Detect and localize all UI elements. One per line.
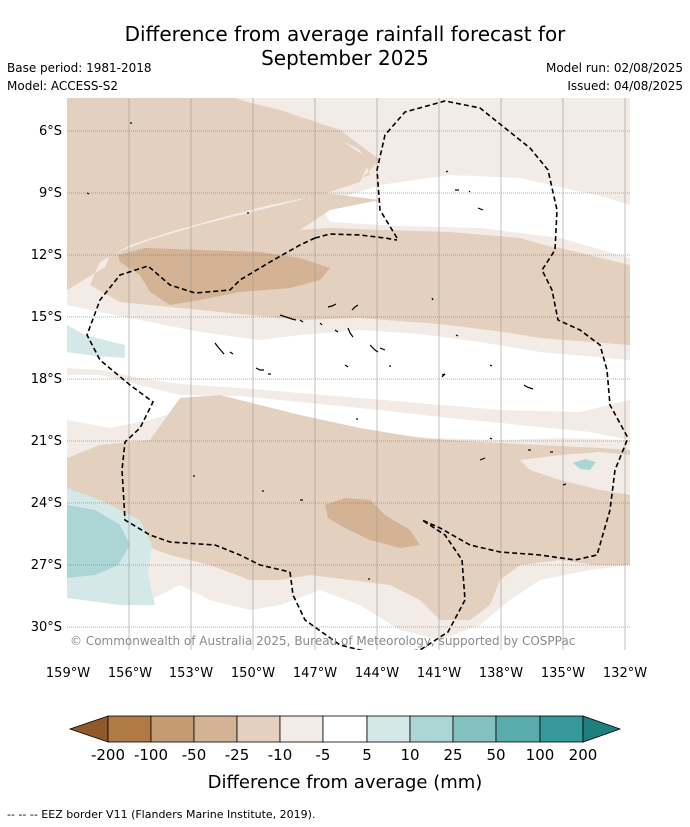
lat-label-18s: 18°S	[30, 372, 62, 387]
lon-label-150w: 150°W	[230, 666, 276, 681]
meta-right: Model run: 02/08/2025 Issued: 04/08/2025	[546, 59, 683, 95]
colorbar-label: -5	[315, 746, 331, 764]
eez-border-cook-islands	[314, 233, 398, 241]
lat-label-15s: 15°S	[30, 310, 62, 325]
island	[299, 319, 304, 323]
colorbar-swatch	[236, 715, 281, 743]
island	[279, 314, 297, 321]
title-line-1: Difference from average rainfall forecas…	[124, 22, 566, 46]
colorbar-label: 200	[568, 746, 598, 764]
island	[351, 304, 359, 311]
issued-date: Issued: 04/08/2025	[567, 79, 683, 93]
island	[445, 170, 449, 173]
colorbar-swatch	[322, 715, 368, 743]
island	[327, 303, 337, 308]
colorbar-extend-low	[68, 715, 109, 743]
lat-label-21s: 21°S	[30, 434, 62, 449]
island	[369, 344, 379, 353]
lon-label-144w: 144°W	[354, 666, 400, 681]
lat-label-6s: 6°S	[38, 124, 62, 139]
colorbar-swatch	[279, 715, 324, 743]
eez-footnote: -- -- -- EEZ border V11 (Flanders Marine…	[7, 808, 316, 821]
base-period: Base period: 1981-2018	[7, 61, 152, 75]
lon-label-141w: 141°W	[416, 666, 462, 681]
colorbar-label: -50	[181, 746, 207, 764]
lon-label-132w: 132°W	[602, 666, 648, 681]
island	[86, 192, 90, 195]
zone-moderate-dry-north	[118, 248, 330, 305]
island	[229, 351, 234, 355]
model-name: Model: ACCESS-S2	[7, 79, 119, 93]
island	[441, 373, 446, 378]
colorbar-extend-high	[582, 715, 622, 743]
zone-wet-southwest-moderate	[67, 505, 130, 578]
colorbar-label: -100	[133, 746, 169, 764]
zone-wet-east-small	[573, 459, 596, 470]
zone-wet-west-small	[67, 325, 125, 358]
lon-label-156w: 156°W	[107, 666, 153, 681]
island	[344, 364, 349, 368]
colorbar-label: -200	[90, 746, 126, 764]
island	[334, 329, 339, 333]
copyright-notice: © Commonwealth of Australia 2025, Bureau…	[70, 634, 576, 648]
lon-label-153w: 153°W	[168, 666, 214, 681]
island	[477, 207, 484, 211]
island	[255, 367, 264, 371]
island	[468, 190, 471, 193]
colorbar	[68, 715, 622, 743]
colorbar-title: Difference from average (mm)	[207, 772, 483, 793]
eez-border-west	[86, 237, 316, 573]
colorbar-swatch	[539, 715, 584, 743]
colorbar-swatch	[107, 715, 152, 743]
colorbar-label: -10	[267, 746, 293, 764]
lon-label-138w: 138°W	[478, 666, 524, 681]
lon-label-159w: 159°W	[45, 666, 91, 681]
island	[479, 457, 486, 461]
island	[489, 364, 493, 367]
zone-neutral-southeast	[520, 452, 630, 495]
colorbar-label: 10	[400, 746, 420, 764]
colorbar-label: -25	[224, 746, 250, 764]
lat-label-24s: 24°S	[30, 496, 62, 511]
zone-neutral-northeast	[320, 175, 630, 258]
lat-label-9s: 9°S	[38, 186, 62, 201]
title-line-2: September 2025	[261, 46, 429, 70]
eez-border-marquesas	[376, 100, 629, 439]
island	[562, 483, 567, 486]
colorbar-swatch	[366, 715, 411, 743]
colorbar-swatch	[150, 715, 195, 743]
island	[455, 334, 459, 337]
lat-label-12s: 12°S	[30, 248, 62, 263]
colorbar-swatch	[193, 715, 238, 743]
island	[379, 347, 386, 351]
island	[489, 437, 493, 440]
colorbar-swatch	[495, 715, 541, 743]
lon-label-147w: 147°W	[292, 666, 338, 681]
island	[319, 322, 323, 326]
grid-lines-lon	[128, 98, 626, 650]
zone-neutral-central	[67, 305, 630, 412]
colorbar-swatch	[452, 715, 497, 743]
island	[431, 297, 434, 301]
lat-label-27s: 27°S	[30, 558, 62, 573]
colorbar-label: 5	[362, 746, 372, 764]
lat-label-30s: 30°S	[30, 620, 62, 635]
colorbar-label: 50	[486, 746, 506, 764]
colorbar-swatch	[409, 715, 454, 743]
lon-label-135w: 135°W	[540, 666, 586, 681]
island	[214, 342, 225, 355]
meta-left: Base period: 1981-2018 Model: ACCESS-S2	[7, 59, 152, 95]
model-run: Model run: 02/08/2025	[545, 61, 683, 75]
map-plot-area	[67, 98, 630, 650]
islands	[86, 122, 567, 580]
island	[523, 384, 534, 390]
colorbar-label: 100	[525, 746, 555, 764]
island	[347, 327, 354, 338]
map-title: Difference from average rainfall forecas…	[0, 22, 690, 70]
colorbar-label: 25	[443, 746, 463, 764]
zone-moderate-dry-south	[325, 498, 420, 548]
eez-border-austral	[289, 437, 629, 650]
